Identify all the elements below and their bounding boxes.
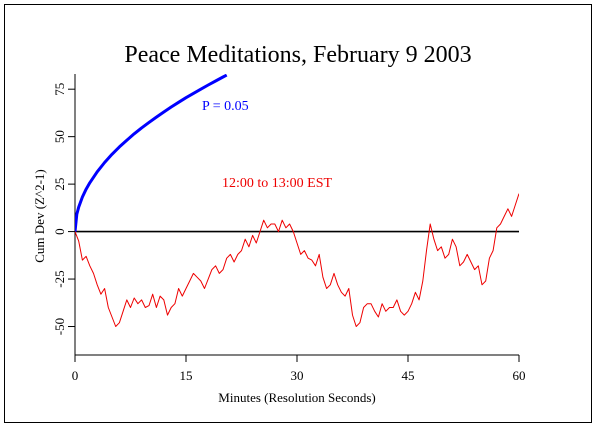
x-tick-label: 60 xyxy=(513,368,526,383)
chart-title: Peace Meditations, February 9 2003 xyxy=(124,42,471,68)
p-value-annotation: P = 0.05 xyxy=(202,99,249,114)
y-axis-label: Cum Dev (Z^2-1) xyxy=(32,169,47,262)
y-tick-label: 0 xyxy=(52,228,67,235)
plot-area: 0 15 30 45 60 -50 -25 0 25 50 75 xyxy=(52,74,526,383)
y-tick-label: 25 xyxy=(52,178,67,191)
x-axis-label: Minutes (Resolution Seconds) xyxy=(218,390,375,405)
x-tick-label: 30 xyxy=(291,368,304,383)
y-tick-label: 50 xyxy=(52,130,67,143)
y-tick-label: -25 xyxy=(52,270,67,287)
x-tick-label: 15 xyxy=(180,368,193,383)
chart-frame xyxy=(4,4,592,423)
x-tick-label: 0 xyxy=(72,368,79,383)
probability-envelope-line xyxy=(75,74,228,232)
x-tick-label: 45 xyxy=(402,368,415,383)
time-range-annotation: 12:00 to 13:00 EST xyxy=(222,176,333,191)
cumulative-deviation-line xyxy=(75,193,519,327)
y-tick-label: 75 xyxy=(52,83,67,96)
y-tick-label: -50 xyxy=(52,318,67,335)
